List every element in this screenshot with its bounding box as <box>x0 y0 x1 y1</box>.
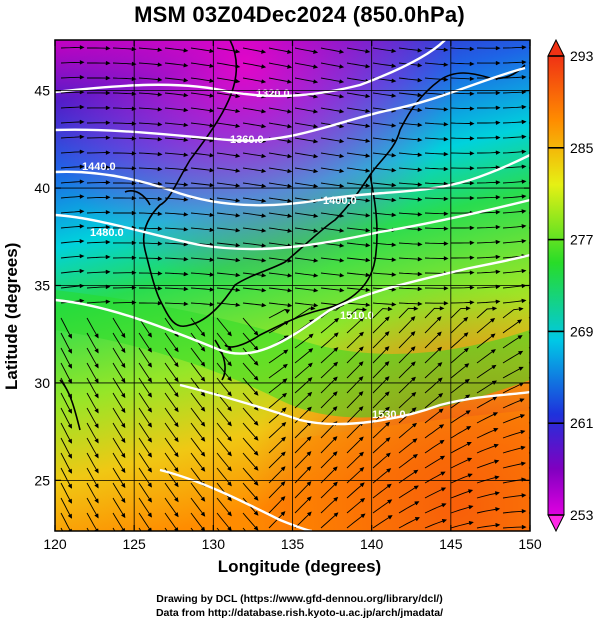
x-tick-label: 135 <box>281 536 305 552</box>
y-tick-label: 35 <box>34 278 50 294</box>
colorbar-tick-label: 261 <box>570 415 594 431</box>
y-tick-label: 45 <box>34 83 50 99</box>
contour-label-1320: 1320.0 <box>256 88 290 100</box>
contour-label-1530: 1530.0 <box>372 409 406 421</box>
colorbar-tick-label: 269 <box>570 323 594 339</box>
y-tick-label: 25 <box>34 472 50 488</box>
x-tick-label: 125 <box>122 536 146 552</box>
y-tick-label: 40 <box>34 180 50 196</box>
contour-label-1510: 1510.0 <box>340 310 374 322</box>
colorbar-tick-label: 285 <box>570 140 594 156</box>
contour-label-1360: 1360.0 <box>230 134 264 146</box>
contour-label-1480: 1480.0 <box>90 227 124 239</box>
y-tick-label: 30 <box>34 375 50 391</box>
contour-label-1440: 1440.0 <box>82 161 116 173</box>
colorbar-tick-label: 253 <box>570 507 594 523</box>
contour-label-1400: 1400.0 <box>323 195 357 207</box>
x-axis-ticks: 120 125 130 135 140 145 150 <box>43 40 542 552</box>
y-axis-ticks: 25 30 35 40 45 <box>34 83 530 488</box>
x-axis-label: Longitude (degrees) <box>217 557 382 576</box>
x-tick-label: 150 <box>518 536 542 552</box>
colorbar: 293 285 277 269 261 253 <box>547 38 594 533</box>
x-tick-label: 145 <box>439 536 463 552</box>
colorbar-min-arrow <box>547 514 565 533</box>
credit-data: Data from http://database.rish.kyoto-u.a… <box>155 607 444 619</box>
colorbar-scale <box>547 55 565 516</box>
map-title: MSM 03Z04Dec2024 (850.0hPa) <box>134 2 465 27</box>
credits: Drawing by DCL (https://www.gfd-dennou.o… <box>0 592 599 620</box>
credit-drawing: Drawing by DCL (https://www.gfd-dennou.o… <box>156 593 443 605</box>
colorbar-tick-label: 277 <box>570 232 594 248</box>
x-tick-label: 120 <box>43 536 67 552</box>
x-tick-label: 130 <box>202 536 226 552</box>
x-tick-label: 140 <box>360 536 384 552</box>
contour-labels: 1320.0 1360.0 1440.0 1400.0 1480.0 1510.… <box>82 88 406 421</box>
map-grid <box>55 40 530 531</box>
y-axis-label: Latitude (degrees) <box>2 242 21 390</box>
colorbar-tick-label: 293 <box>570 48 594 64</box>
colorbar-max-arrow <box>547 38 565 57</box>
